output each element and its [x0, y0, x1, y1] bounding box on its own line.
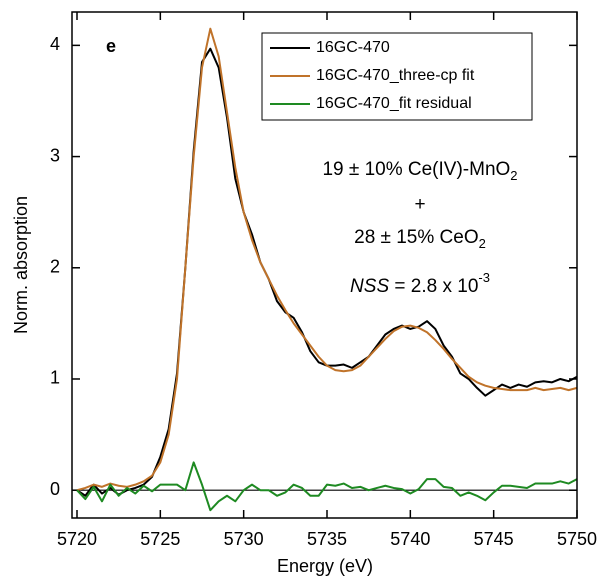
x-axis-label: Energy (eV) [277, 556, 373, 576]
annotation-italic: NSS [350, 276, 389, 297]
y-tick-label: 4 [50, 34, 60, 54]
annotation-text: = 2.8 x 10 [389, 276, 478, 297]
annotation-sub: 2 [479, 236, 486, 251]
annotation-text: 19 ± 10% Ce(IV)-MnO [322, 159, 510, 180]
x-tick-label: 5730 [224, 529, 264, 549]
x-tick-label: 5740 [390, 529, 430, 549]
series-line [76, 461, 578, 512]
y-tick-label: 1 [50, 368, 60, 388]
panel-label: e [106, 36, 116, 56]
x-tick-label: 5735 [307, 529, 347, 549]
x-tick-label: 5725 [140, 529, 180, 549]
y-tick-label: 3 [50, 145, 60, 165]
annotation-text: + [414, 194, 425, 215]
x-tick-label: 5720 [57, 529, 97, 549]
annotation: 19 ± 10% Ce(IV)-MnO2 [322, 159, 517, 183]
annotation-sub: 2 [510, 168, 517, 183]
annotation: NSS = 2.8 x 10-3 [350, 270, 490, 297]
plot-frame [71, 11, 578, 519]
annotation-text: 28 ± 15% CeO [354, 227, 479, 248]
series-line [76, 27, 578, 492]
y-tick-label: 0 [50, 479, 60, 499]
y-axis-label: Norm. absorption [11, 196, 31, 334]
legend-label: 16GC-470_fit residual [316, 95, 472, 112]
annotation: + [414, 194, 425, 215]
legend-label: 16GC-470_three-cp fit [316, 67, 475, 84]
legend-label: 16GC-470 [316, 39, 390, 56]
x-tick-label: 5745 [474, 529, 514, 549]
annotation: 28 ± 15% CeO2 [354, 227, 486, 251]
y-tick-label: 2 [50, 257, 60, 277]
annotation-sup: -3 [478, 270, 490, 285]
x-tick-label: 5750 [557, 529, 597, 549]
